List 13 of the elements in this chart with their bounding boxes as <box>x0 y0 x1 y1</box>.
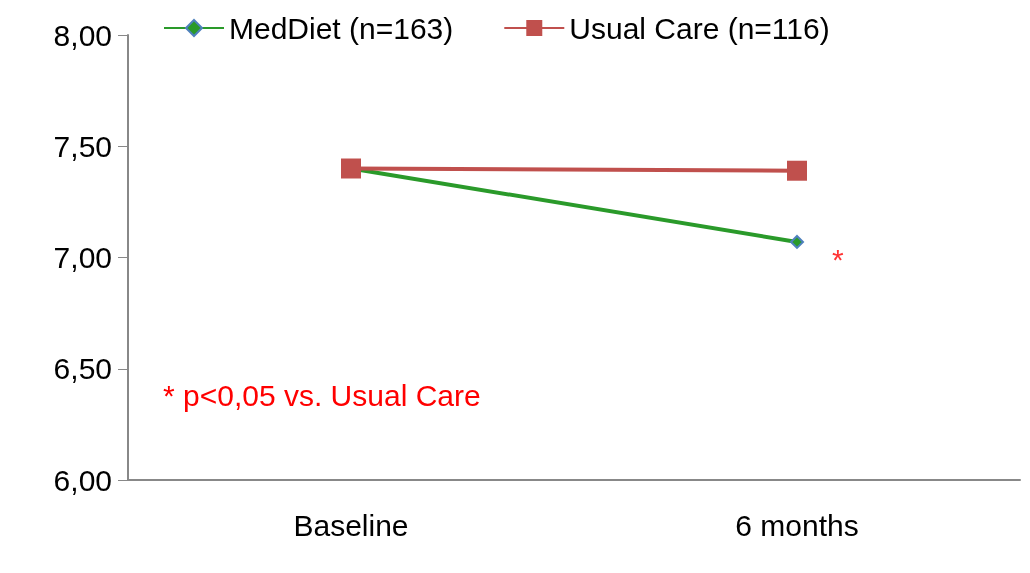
y-tick-label: 6,00 <box>53 463 112 497</box>
y-tick-label: 6,50 <box>53 352 112 386</box>
y-tick-label: 7,50 <box>53 129 112 163</box>
x-tick-label: Baseline <box>293 508 409 542</box>
legend-label: Usual Care (n=116) <box>569 11 830 45</box>
point <box>787 160 807 181</box>
x-tick-label: 6 months <box>735 508 859 542</box>
y-tick-label: 8,00 <box>53 18 112 52</box>
legend-label: MedDiet (n=163) <box>229 11 454 45</box>
y-tick-label: 7,00 <box>53 241 112 274</box>
point <box>790 234 804 249</box>
annotation: * <box>832 243 844 277</box>
annotation: * p<0,05 vs. Usual Care <box>163 378 481 412</box>
